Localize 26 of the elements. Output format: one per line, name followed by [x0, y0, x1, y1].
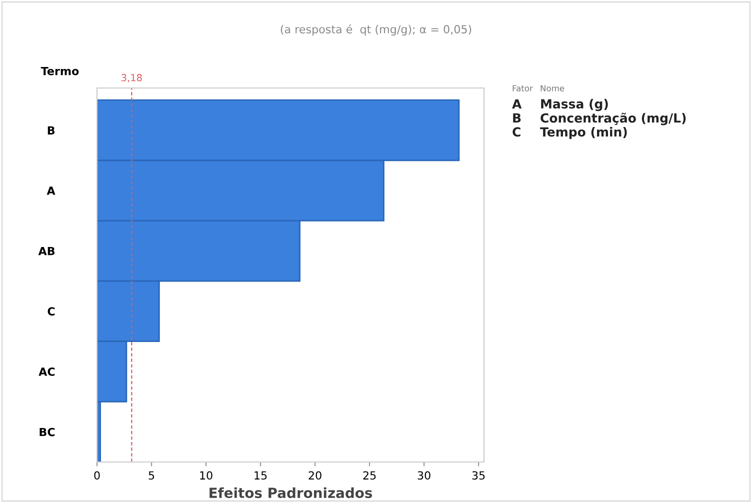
x-tick-label: 15: [254, 471, 267, 480]
y-tick-label: A: [46, 186, 56, 195]
text: B: [513, 113, 521, 122]
text: C: [512, 127, 520, 137]
x-axis-title: Efeitos Padronizados: [210, 487, 372, 498]
x-tick-label: 35: [472, 471, 485, 480]
x-tick-label: 0: [94, 471, 100, 480]
x-tick-label: 10: [200, 471, 212, 480]
y-tick-label: B: [48, 126, 55, 134]
text: Massa (g): [541, 98, 608, 112]
x-tick-label: 30: [418, 471, 430, 480]
y-axis-title: Termo: [40, 66, 79, 76]
chart-title: (a resposta é qt (mg/g); α = 0,05): [280, 24, 472, 36]
x-tick-label: 20: [308, 471, 322, 480]
y-tick-label: BC: [40, 428, 55, 436]
y-tick-label: AC: [38, 367, 55, 376]
text: Fator: [512, 85, 533, 92]
text: Tempo (min): [540, 126, 627, 140]
y-tick-label: C: [48, 307, 55, 316]
text: Concentração (mg/L): [540, 112, 686, 126]
x-tick-label: 5: [148, 471, 154, 480]
ref-line-label: 3,18: [122, 74, 142, 82]
y-tick-label: AB: [38, 246, 55, 256]
text: Nome: [540, 85, 564, 92]
text: A: [512, 99, 522, 108]
x-tick-label: 25: [363, 471, 376, 480]
